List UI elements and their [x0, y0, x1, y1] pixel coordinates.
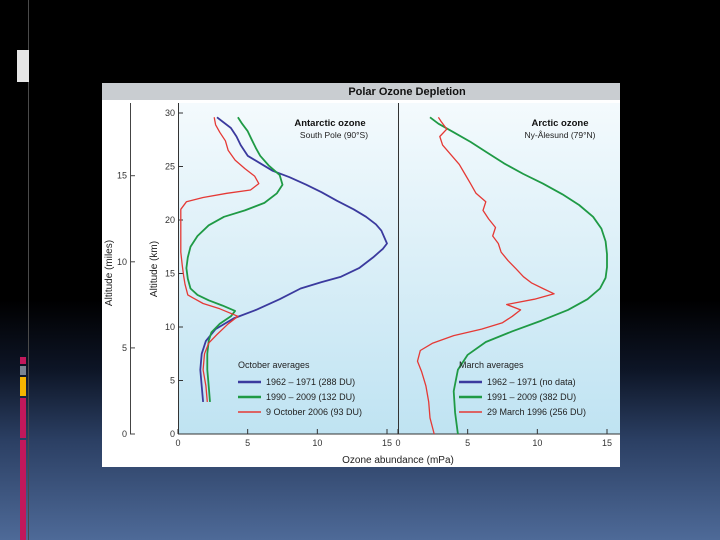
figure-title-bar — [102, 83, 620, 100]
antarctic-legend-label-1: 1962 – 1971 (288 DU) — [266, 377, 355, 387]
km-tick-label: 20 — [165, 215, 175, 225]
arctic-series-line-2 — [429, 116, 608, 435]
antarctic-series-line-3 — [180, 117, 260, 402]
antarctic-series-line-2 — [185, 116, 284, 402]
slide-accent-3 — [20, 377, 26, 396]
x-tick-label: 10 — [312, 438, 322, 448]
km-tick-label: 30 — [165, 108, 175, 118]
arctic-panel-subtitle: Ny-Ålesund (79°N) — [525, 130, 596, 140]
arctic-legend-label-1: 1962 – 1971 (no data) — [487, 377, 576, 387]
antarctic-legend-title: October averages — [238, 360, 310, 370]
miles-tick-label: 15 — [117, 171, 127, 181]
km-tick-label: 15 — [165, 269, 175, 279]
y-axis-label-km: Altitude (km) — [149, 241, 160, 297]
x-tick-label: 0 — [395, 438, 400, 448]
antarctic-legend-label-3: 9 October 2006 (93 DU) — [266, 407, 362, 417]
antarctic-panel-subtitle: South Pole (90°S) — [300, 130, 368, 140]
slide-accent-1 — [20, 357, 26, 364]
arctic-panel — [398, 103, 620, 434]
x-tick-label: 15 — [382, 438, 392, 448]
arctic-legend: March averages 1962 – 1971 (no data) 199… — [459, 360, 586, 417]
miles-tick-label: 10 — [117, 257, 127, 267]
antarctic-series-line-1 — [199, 116, 388, 402]
arctic-legend-label-2: 1991 – 2009 (382 DU) — [487, 392, 576, 402]
x-tick-label: 0 — [175, 438, 180, 448]
slide-accent-2 — [20, 366, 26, 375]
x-tick-label: 5 — [465, 438, 470, 448]
miles-tick-label: 5 — [122, 343, 127, 353]
chart-title: Polar Ozone Depletion — [348, 86, 466, 98]
km-tick-label: 5 — [170, 376, 175, 386]
km-tick-label: 25 — [165, 162, 175, 172]
ozone-chart: Polar Ozone Depletion 0 5 10 15 20 25 30 0 5 10 15… — [102, 83, 620, 466]
arctic-panel-title: Arctic ozone — [531, 118, 588, 129]
arctic-legend-title: March averages — [459, 360, 524, 370]
slide-left-rule — [28, 0, 29, 540]
antarctic-panel-title: Antarctic ozone — [294, 118, 365, 129]
miles-tick-label: 0 — [122, 429, 127, 439]
antarctic-legend: October averages 1962 – 1971 (288 DU) 19… — [238, 360, 362, 417]
km-tick-label: 0 — [170, 429, 175, 439]
arctic-series-line-3 — [416, 116, 555, 435]
slide-title-bullet — [17, 50, 29, 82]
km-tick-label: 10 — [165, 322, 175, 332]
x-tick-label: 5 — [245, 438, 250, 448]
y-axis-label-miles: Altitude (miles) — [104, 240, 115, 306]
ozone-chart-figure: Polar Ozone Depletion 0 5 10 15 20 25 30 0 5 10 15… — [102, 83, 620, 467]
arctic-legend-label-3: 29 March 1996 (256 DU) — [487, 407, 586, 417]
x-tick-label: 15 — [602, 438, 612, 448]
antarctic-legend-label-2: 1990 – 2009 (132 DU) — [266, 392, 355, 402]
antarctic-panel — [178, 103, 399, 434]
slide-accent-4 — [20, 398, 26, 438]
x-axis-label: Ozone abundance (mPa) — [342, 455, 454, 466]
slide-accent-5 — [20, 440, 26, 540]
x-tick-label: 10 — [532, 438, 542, 448]
